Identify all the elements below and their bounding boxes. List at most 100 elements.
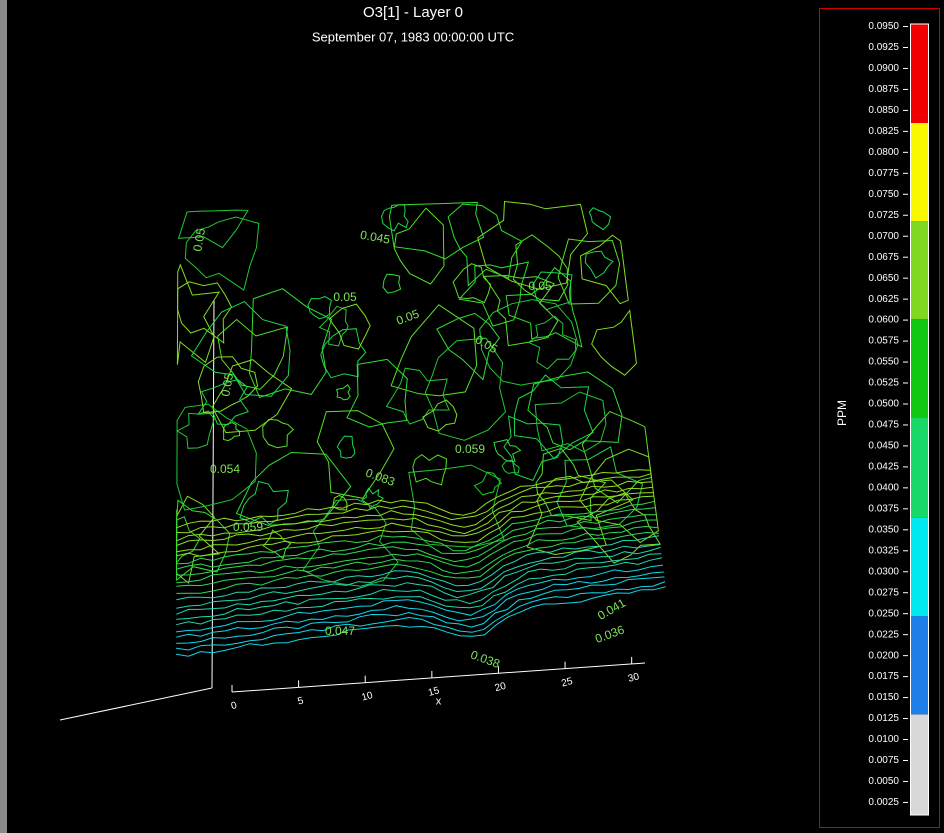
x-tick-label: 15 bbox=[427, 685, 441, 699]
contour-line bbox=[584, 250, 614, 279]
colorbar-tick-label: 0.0025 bbox=[868, 797, 899, 808]
colorbar-tick-label: 0.0425 bbox=[868, 462, 899, 473]
colorbar-bin bbox=[911, 24, 928, 123]
x-tick-label: 0 bbox=[230, 700, 239, 712]
contour-band bbox=[176, 469, 651, 529]
colorbar-bin bbox=[911, 714, 928, 815]
colorbar-frame bbox=[819, 8, 940, 828]
x-tick-label: 10 bbox=[360, 690, 374, 704]
contour-label: 0.059 bbox=[455, 442, 485, 456]
contour-line bbox=[184, 216, 260, 291]
contour-line bbox=[177, 209, 249, 249]
contour-line bbox=[512, 234, 569, 302]
contour-line bbox=[581, 411, 653, 504]
colorbar-tick-label: 0.0275 bbox=[868, 587, 899, 598]
contour-label: 0.05 bbox=[218, 372, 236, 398]
contour-band bbox=[176, 514, 657, 576]
contour-band bbox=[176, 544, 661, 609]
colorbar-tick-label: 0.0900 bbox=[868, 63, 899, 74]
contour-line bbox=[493, 439, 522, 462]
contour-line bbox=[388, 201, 485, 260]
colorbar-tick-label: 0.0625 bbox=[868, 294, 899, 305]
contour-line bbox=[320, 328, 367, 379]
colorbar-bin bbox=[911, 417, 928, 518]
contour-line bbox=[527, 315, 577, 370]
contour-band bbox=[176, 531, 659, 594]
contour-band bbox=[176, 546, 661, 615]
contour-line bbox=[458, 261, 530, 327]
colorbar-tick-label: 0.0850 bbox=[868, 105, 899, 116]
contour-line bbox=[332, 494, 348, 511]
contour-line bbox=[532, 271, 573, 311]
colorbar-bin bbox=[911, 616, 928, 715]
chart-subtitle: September 07, 1983 00:00:00 UTC bbox=[312, 29, 514, 44]
contour-band bbox=[176, 525, 659, 587]
contour-line bbox=[479, 299, 579, 386]
colorbar-tick-label: 0.0725 bbox=[868, 210, 899, 221]
colorbar-tick-label: 0.0550 bbox=[868, 357, 899, 368]
contour-line bbox=[385, 367, 450, 425]
colorbar-tick-label: 0.0125 bbox=[868, 713, 899, 724]
contour-band bbox=[176, 473, 652, 534]
contour-band bbox=[176, 571, 664, 638]
contour-line bbox=[527, 371, 623, 451]
colorbar-tick-label: 0.0825 bbox=[868, 126, 899, 137]
contour-band bbox=[176, 500, 655, 565]
contour-band bbox=[176, 553, 662, 620]
contour-line bbox=[412, 453, 448, 486]
contour-band bbox=[176, 486, 653, 546]
contour-line bbox=[422, 399, 458, 432]
contour-line bbox=[557, 238, 621, 305]
contour-label: 0.054 bbox=[210, 462, 240, 476]
colorbar-tick-label: 0.0350 bbox=[868, 524, 899, 535]
colorbar-tick-label: 0.0775 bbox=[868, 168, 899, 179]
contour-band bbox=[176, 495, 654, 557]
contour-band bbox=[176, 507, 656, 570]
colorbar-tick-label: 0.0375 bbox=[868, 503, 899, 514]
contour-line bbox=[346, 358, 408, 428]
contour-band bbox=[176, 535, 660, 601]
colorbar-tick-label: 0.0600 bbox=[868, 315, 899, 326]
contour-line bbox=[408, 464, 505, 548]
colorbar-tick-label: 0.0650 bbox=[868, 273, 899, 284]
contour-line bbox=[483, 274, 559, 347]
x-axis-label: x bbox=[436, 695, 442, 707]
colorbar-outline bbox=[910, 23, 929, 816]
colorbar-tick-label: 0.0875 bbox=[868, 84, 899, 95]
colorbar-tick-label: 0.0400 bbox=[868, 483, 899, 494]
colorbar-bin bbox=[911, 319, 928, 418]
colorbar-tick-label: 0.0525 bbox=[868, 378, 899, 389]
contours: 0.05 0.0450.050.050.050.050.050.0830.0590… bbox=[175, 200, 666, 671]
contour-line bbox=[262, 529, 292, 560]
chart-title: O3[1] - Layer 0 bbox=[363, 4, 463, 21]
window-edge bbox=[0, 0, 7, 833]
contour-line bbox=[190, 301, 291, 397]
contour-label: 0.059 bbox=[233, 520, 263, 534]
contour-label: 0.05 bbox=[528, 279, 552, 293]
contour-line bbox=[336, 435, 356, 459]
colorbar-tick-label: 0.0175 bbox=[868, 671, 899, 682]
colorbar-tick-label: 0.0950 bbox=[868, 21, 899, 32]
contour-line bbox=[211, 359, 293, 434]
contour-line bbox=[436, 312, 501, 381]
contour-line bbox=[447, 203, 523, 287]
contour-line bbox=[248, 288, 333, 399]
colorbar-bin bbox=[911, 517, 928, 617]
contour-line bbox=[535, 447, 607, 522]
contour-band bbox=[176, 492, 654, 553]
z-axis bbox=[59, 687, 213, 721]
contour-line bbox=[477, 200, 589, 290]
contour-band bbox=[176, 564, 663, 633]
colorbar-tick-label: 0.0925 bbox=[868, 42, 899, 53]
contour-line bbox=[307, 296, 332, 320]
contour-line bbox=[473, 471, 502, 496]
contour-band bbox=[176, 519, 658, 584]
colorbar-tick-label: 0.0700 bbox=[868, 231, 899, 242]
colorbar-tick-label: 0.0050 bbox=[868, 776, 899, 787]
colorbar-tick-label: 0.0100 bbox=[868, 734, 899, 745]
contour-line bbox=[175, 499, 231, 582]
contour-line bbox=[588, 207, 612, 231]
contour-line bbox=[505, 266, 583, 348]
